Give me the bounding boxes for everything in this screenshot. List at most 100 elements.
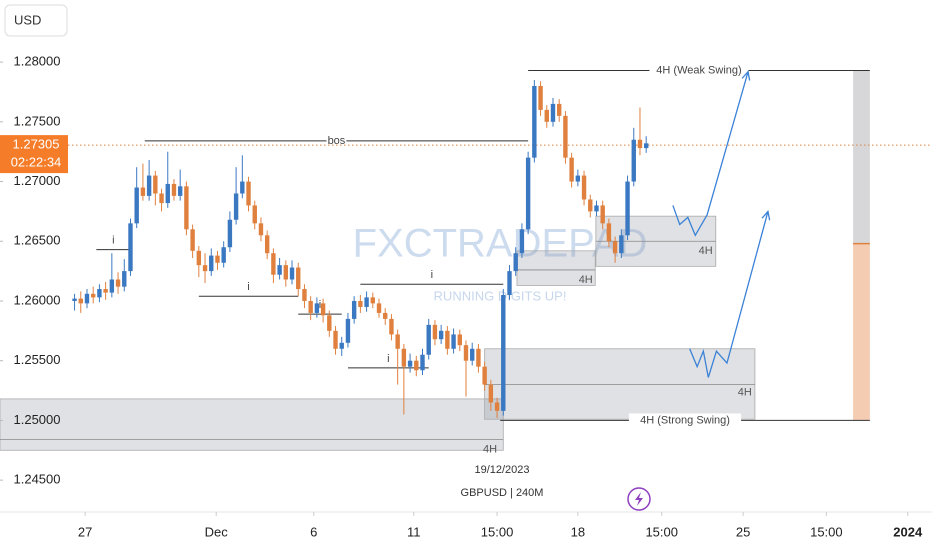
candle-body [103, 289, 108, 293]
watermark-sub: RUNNING DIGITS UP! [434, 288, 567, 303]
y-tick-label: 1.27500 [14, 113, 61, 128]
candle-body [569, 157, 574, 182]
candle-body [631, 139, 636, 182]
y-tick-label: 1.26500 [14, 233, 61, 248]
candle-body [283, 265, 289, 280]
projection [689, 211, 769, 378]
candle-body [264, 235, 270, 254]
candle-body [184, 186, 189, 230]
candle-body [451, 334, 456, 349]
x-tick-label: 11 [407, 524, 421, 539]
candle-body [432, 324, 438, 340]
price-tag [0, 135, 68, 174]
candle-body [445, 330, 450, 349]
x-tick-label: 27 [78, 524, 92, 539]
candle-body [643, 143, 649, 149]
x-tick-label: 25 [736, 524, 750, 539]
level-label: i [319, 299, 321, 311]
candle-body [438, 330, 444, 340]
projection-arrowhead [761, 209, 771, 221]
candle-body [171, 183, 177, 196]
alert-bolt [635, 492, 643, 506]
candle-body [581, 175, 587, 200]
candle-body [525, 157, 531, 230]
zone-label: 4H [483, 443, 497, 455]
candle-body [588, 199, 593, 212]
x-tick-label: 15:00 [645, 524, 678, 539]
candle-body [227, 219, 233, 248]
candle-body [395, 334, 400, 349]
candle-body [190, 229, 195, 251]
projection-arrowhead [741, 70, 751, 81]
level-label: bos [328, 135, 346, 147]
candle-body [339, 342, 344, 349]
candle-body [401, 348, 407, 367]
candle-body [258, 223, 264, 236]
zone [484, 348, 756, 420]
candle-body [196, 250, 202, 266]
candle-body [370, 297, 375, 304]
candle-body [115, 279, 121, 287]
level-label: i [247, 281, 249, 293]
symbol: GBPUSD | 240M [461, 487, 544, 499]
candle-body [333, 330, 338, 349]
y-tick-label: 1.27000 [14, 173, 61, 188]
candle-body [140, 187, 146, 196]
candle-body [482, 366, 487, 385]
candle-body [501, 295, 506, 411]
x-tick-label: 2024 [893, 524, 923, 539]
level-label-bg [628, 413, 742, 427]
candle-body [215, 255, 220, 263]
watermark: FXCTRADEPAD [353, 222, 648, 266]
candle-body [177, 186, 183, 196]
candle-body [637, 139, 643, 149]
candle-body [165, 183, 170, 204]
range-bar-lower [853, 243, 870, 421]
candle-body [407, 360, 413, 367]
candle-body [78, 298, 83, 304]
candle-body [122, 271, 127, 287]
x-tick-label: 15:00 [810, 524, 843, 539]
candle-body [72, 298, 77, 301]
candle-body [538, 85, 543, 110]
currency-button[interactable] [4, 4, 68, 37]
candle-body [625, 181, 630, 236]
candle-body [233, 193, 239, 220]
candle-body [240, 181, 245, 194]
y-tick-label: 1.25000 [14, 412, 61, 427]
candle-body [488, 384, 494, 403]
level-label: 4H (Weak Swing) [656, 64, 741, 76]
level-label: i [112, 235, 114, 247]
candle-body [383, 312, 388, 319]
candle-body [202, 265, 208, 272]
candle-body [494, 402, 500, 411]
price-tag-value: 1.27305 [13, 137, 60, 152]
level-label-bg [326, 133, 347, 147]
candle-body [109, 279, 115, 293]
candle-body [513, 253, 518, 272]
range-bar-upper [853, 70, 870, 244]
candle-body [550, 103, 556, 122]
candle-body [606, 223, 612, 242]
candle-body [426, 324, 431, 355]
candle-body [159, 193, 164, 204]
candle-body [134, 187, 139, 224]
date-label: 19/12/2023 [474, 464, 529, 476]
y-tick-label: 1.25500 [14, 352, 61, 367]
candle-body [302, 289, 307, 301]
candle-body [470, 348, 475, 361]
candle-body [296, 267, 301, 290]
candle-body [320, 303, 326, 316]
candle-body [91, 293, 96, 298]
candle-body [376, 303, 382, 313]
level-label: i [387, 353, 389, 365]
candle-body [414, 360, 419, 371]
candle-body [519, 229, 525, 254]
y-tick-label: 1.24500 [14, 472, 61, 487]
candle-body [246, 181, 251, 206]
x-tick-label: 15:00 [481, 524, 514, 539]
candle-body [507, 271, 512, 296]
candle-body [532, 85, 537, 158]
